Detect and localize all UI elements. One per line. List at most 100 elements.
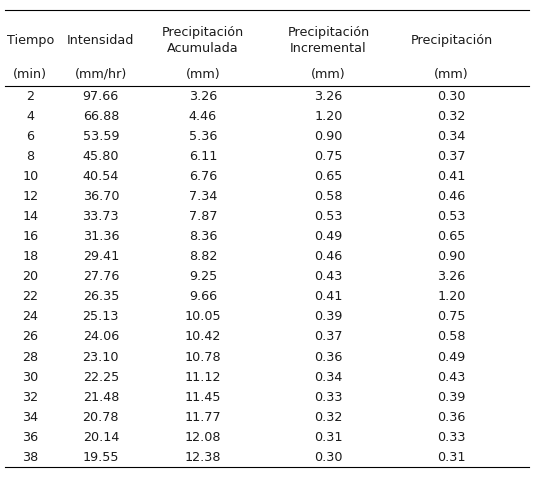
- Text: 9.66: 9.66: [189, 290, 217, 304]
- Text: 66.88: 66.88: [83, 109, 119, 123]
- Text: 27.76: 27.76: [83, 270, 119, 283]
- Text: 0.49: 0.49: [315, 230, 343, 243]
- Text: 0.58: 0.58: [437, 330, 466, 344]
- Text: 0.53: 0.53: [314, 210, 343, 223]
- Text: 53.59: 53.59: [83, 130, 119, 143]
- Text: Precipitación
Acumulada: Precipitación Acumulada: [162, 26, 244, 55]
- Text: 21.48: 21.48: [83, 391, 119, 404]
- Text: 3.26: 3.26: [189, 89, 217, 103]
- Text: 0.33: 0.33: [437, 431, 466, 444]
- Text: 7.34: 7.34: [189, 190, 217, 203]
- Text: 12: 12: [22, 190, 38, 203]
- Text: 0.36: 0.36: [437, 411, 466, 424]
- Text: 22: 22: [22, 290, 38, 304]
- Text: 0.30: 0.30: [314, 451, 343, 464]
- Text: 0.32: 0.32: [437, 109, 466, 123]
- Text: 0.53: 0.53: [437, 210, 466, 223]
- Text: 16: 16: [22, 230, 38, 243]
- Text: 0.65: 0.65: [437, 230, 466, 243]
- Text: 26.35: 26.35: [83, 290, 119, 304]
- Text: 3.26: 3.26: [437, 270, 466, 283]
- Text: 8.36: 8.36: [189, 230, 217, 243]
- Text: 11.45: 11.45: [185, 391, 221, 404]
- Text: 20.14: 20.14: [83, 431, 119, 444]
- Text: 0.58: 0.58: [314, 190, 343, 203]
- Text: 0.39: 0.39: [437, 391, 466, 404]
- Text: 45.80: 45.80: [83, 150, 119, 163]
- Text: 0.34: 0.34: [315, 370, 343, 384]
- Text: 12.08: 12.08: [185, 431, 221, 444]
- Text: Precipitación
Incremental: Precipitación Incremental: [287, 26, 370, 55]
- Text: 4.46: 4.46: [189, 109, 217, 123]
- Text: 5.36: 5.36: [189, 130, 217, 143]
- Text: 1.20: 1.20: [437, 290, 466, 304]
- Text: 36.70: 36.70: [83, 190, 119, 203]
- Text: 0.65: 0.65: [315, 170, 343, 183]
- Text: 0.31: 0.31: [437, 451, 466, 464]
- Text: 0.75: 0.75: [314, 150, 343, 163]
- Text: 0.41: 0.41: [437, 170, 466, 183]
- Text: 23.10: 23.10: [83, 350, 119, 364]
- Text: 22.25: 22.25: [83, 370, 119, 384]
- Text: 6.11: 6.11: [189, 150, 217, 163]
- Text: 9.25: 9.25: [189, 270, 217, 283]
- Text: 12.38: 12.38: [185, 451, 221, 464]
- Text: 8: 8: [26, 150, 34, 163]
- Text: 0.90: 0.90: [315, 130, 343, 143]
- Text: 33.73: 33.73: [83, 210, 119, 223]
- Text: 11.77: 11.77: [185, 411, 221, 424]
- Text: 7.87: 7.87: [189, 210, 217, 223]
- Text: 6.76: 6.76: [189, 170, 217, 183]
- Text: 0.75: 0.75: [437, 310, 466, 324]
- Text: 32: 32: [22, 391, 38, 404]
- Text: 0.41: 0.41: [315, 290, 343, 304]
- Text: 0.31: 0.31: [314, 431, 343, 444]
- Text: 8.82: 8.82: [189, 250, 217, 263]
- Text: 20: 20: [22, 270, 38, 283]
- Text: 2: 2: [26, 89, 34, 103]
- Text: 10: 10: [22, 170, 38, 183]
- Text: 31.36: 31.36: [83, 230, 119, 243]
- Text: 0.30: 0.30: [437, 89, 466, 103]
- Text: 0.34: 0.34: [437, 130, 466, 143]
- Text: 29.41: 29.41: [83, 250, 119, 263]
- Text: 3.26: 3.26: [315, 89, 343, 103]
- Text: 11.12: 11.12: [185, 370, 221, 384]
- Text: 0.43: 0.43: [437, 370, 466, 384]
- Text: 0.43: 0.43: [315, 270, 343, 283]
- Text: 4: 4: [26, 109, 34, 123]
- Text: 38: 38: [22, 451, 38, 464]
- Text: 18: 18: [22, 250, 38, 263]
- Text: 28: 28: [22, 350, 38, 364]
- Text: 0.46: 0.46: [315, 250, 343, 263]
- Text: (mm): (mm): [186, 67, 220, 81]
- Text: 19.55: 19.55: [83, 451, 119, 464]
- Text: 14: 14: [22, 210, 38, 223]
- Text: (mm): (mm): [434, 67, 469, 81]
- Text: 0.49: 0.49: [437, 350, 466, 364]
- Text: 10.78: 10.78: [185, 350, 221, 364]
- Text: 20.78: 20.78: [83, 411, 119, 424]
- Text: 26: 26: [22, 330, 38, 344]
- Text: 0.36: 0.36: [315, 350, 343, 364]
- Text: 0.46: 0.46: [437, 190, 466, 203]
- Text: 24: 24: [22, 310, 38, 324]
- Text: 0.37: 0.37: [437, 150, 466, 163]
- Text: (mm): (mm): [311, 67, 346, 81]
- Text: (mm/hr): (mm/hr): [75, 67, 127, 81]
- Text: (min): (min): [13, 67, 47, 81]
- Text: 10.05: 10.05: [185, 310, 221, 324]
- Text: Intensidad: Intensidad: [67, 34, 135, 47]
- Text: 0.37: 0.37: [314, 330, 343, 344]
- Text: Tiempo: Tiempo: [6, 34, 54, 47]
- Text: 24.06: 24.06: [83, 330, 119, 344]
- Text: 30: 30: [22, 370, 38, 384]
- Text: Precipitación: Precipitación: [410, 34, 492, 47]
- Text: 0.33: 0.33: [314, 391, 343, 404]
- Text: 6: 6: [26, 130, 34, 143]
- Text: 40.54: 40.54: [83, 170, 119, 183]
- Text: 10.42: 10.42: [185, 330, 221, 344]
- Text: 36: 36: [22, 431, 38, 444]
- Text: 0.90: 0.90: [437, 250, 466, 263]
- Text: 0.32: 0.32: [315, 411, 343, 424]
